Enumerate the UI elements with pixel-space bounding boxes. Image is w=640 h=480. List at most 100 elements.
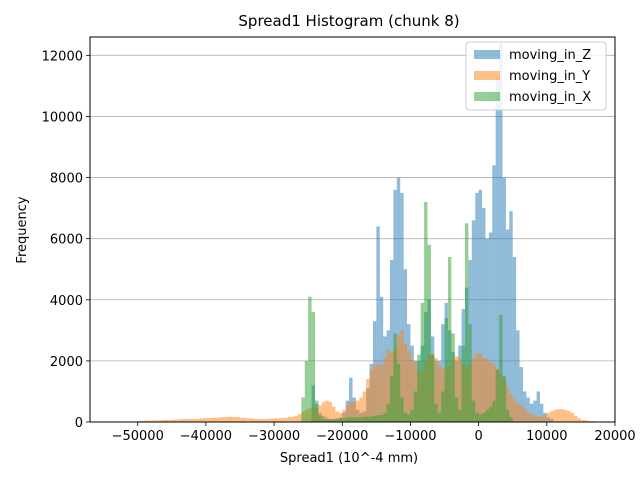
x-tick-label-5: 0 <box>474 429 482 444</box>
bar-moving_in_Y-70 <box>454 356 459 422</box>
bar-moving_in_X-44 <box>451 333 455 422</box>
legend: moving_in_Z moving_in_Y moving_in_X <box>465 41 607 111</box>
bar-moving_in_X-50 <box>471 400 476 422</box>
bar-moving_in_X-27 <box>393 333 397 422</box>
series-moving_in_X <box>301 202 513 422</box>
bar-moving_in_X-59 <box>502 376 506 422</box>
bar-moving_in_X-55 <box>488 406 493 422</box>
y-tick-label-4: 8000 <box>50 172 83 187</box>
bar-moving_in_X-54 <box>485 409 489 422</box>
bar-moving_in_Y-38 <box>345 405 350 422</box>
bar-moving_in_Y-98 <box>550 411 554 422</box>
bar-moving_in_Y-5 <box>171 419 179 422</box>
bar-moving_in_Y-32 <box>325 400 329 422</box>
bar-moving_in_X-43 <box>447 257 452 422</box>
bar-moving_in_X-25 <box>386 403 390 422</box>
bar-moving_in_Y-54 <box>400 330 404 422</box>
bar-moving_in_Z-20 <box>379 296 384 422</box>
bar-moving_in_Z-55 <box>499 43 503 422</box>
legend-label-moving_in_Y: moving_in_Y <box>509 69 590 84</box>
bar-moving_in_X-21 <box>372 415 377 422</box>
histogram-bars <box>137 43 595 423</box>
bar-moving_in_X-28 <box>396 363 401 422</box>
bar-moving_in_Y-17 <box>253 418 261 422</box>
bar-moving_in_Z-66 <box>536 391 540 422</box>
bar-moving_in_Z-50 <box>482 208 486 422</box>
bar-moving_in_X-7 <box>325 419 329 422</box>
bar-moving_in_Y-9 <box>199 418 206 422</box>
bar-moving_in_X-10 <box>335 418 339 422</box>
bar-moving_in_Y-71 <box>458 357 462 422</box>
bar-moving_in_Y-2 <box>151 420 159 422</box>
bar-moving_in_X-19 <box>366 416 370 422</box>
y-tick-label-3: 6000 <box>50 233 83 248</box>
bar-moving_in_Y-91 <box>526 411 530 422</box>
bar-moving_in_Z-64 <box>529 403 534 422</box>
bar-moving_in_Y-107 <box>580 420 588 422</box>
bar-moving_in_Z-24 <box>393 189 397 422</box>
bar-moving_in_Y-7 <box>185 418 193 422</box>
bar-moving_in_Y-10 <box>205 418 213 422</box>
bar-moving_in_Y-90 <box>522 409 527 422</box>
bar-moving_in_X-16 <box>355 417 360 422</box>
bar-moving_in_Y-43 <box>362 391 367 422</box>
bar-moving_in_X-11 <box>338 418 343 422</box>
bar-moving_in_Y-65 <box>437 365 442 422</box>
bar-moving_in_Y-97 <box>546 412 551 422</box>
bar-moving_in_X-52 <box>478 414 483 422</box>
bar-moving_in_Y-11 <box>212 417 220 422</box>
bar-moving_in_X-56 <box>492 400 496 422</box>
bar-moving_in_Z-67 <box>540 403 544 422</box>
bar-moving_in_Y-24 <box>297 414 302 422</box>
bar-moving_in_X-24 <box>383 412 387 422</box>
bar-moving_in_Y-46 <box>372 365 377 422</box>
bar-moving_in_Y-19 <box>267 418 275 422</box>
y-gridlines <box>90 54 615 423</box>
bar-moving_in_X-35 <box>420 302 425 422</box>
bar-moving_in_X-53 <box>482 412 486 422</box>
bar-moving_in_Y-40 <box>352 402 356 422</box>
bar-moving_in_Y-87 <box>512 399 517 422</box>
bar-moving_in_Z-60 <box>516 330 520 422</box>
bar-moving_in_Y-14 <box>233 417 240 422</box>
bar-moving_in_X-38 <box>430 354 435 422</box>
x-tick-label-3: −20000 <box>316 429 368 444</box>
bar-moving_in_Z-65 <box>533 400 537 422</box>
bar-moving_in_Y-23 <box>294 415 298 422</box>
bar-moving_in_X-0 <box>301 397 305 422</box>
bar-moving_in_X-15 <box>352 417 356 422</box>
bar-moving_in_X-48 <box>465 223 469 422</box>
bar-moving_in_Z-26 <box>400 192 404 422</box>
bar-moving_in_Z-48 <box>475 192 479 422</box>
bar-moving_in_Y-35 <box>335 411 339 422</box>
bar-moving_in_Y-44 <box>366 379 370 422</box>
x-tick-label-2: −30000 <box>248 429 300 444</box>
bar-moving_in_X-12 <box>342 418 346 422</box>
bar-moving_in_X-4 <box>315 400 319 422</box>
bar-moving_in_Y-95 <box>540 416 544 422</box>
bar-moving_in_Y-77 <box>478 353 483 422</box>
bar-moving_in_Y-6 <box>178 419 186 422</box>
bar-moving_in_Z-62 <box>522 391 527 422</box>
bar-moving_in_Z-19 <box>376 226 380 422</box>
bar-moving_in_Y-1 <box>144 420 152 422</box>
bar-moving_in_Y-39 <box>349 402 353 422</box>
bar-moving_in_Y-103 <box>567 411 571 422</box>
bar-moving_in_X-13 <box>345 417 350 422</box>
bar-moving_in_X-1 <box>304 360 309 422</box>
bar-moving_in_X-57 <box>495 370 500 422</box>
bar-moving_in_Z-58 <box>509 211 513 422</box>
bar-moving_in_Y-30 <box>318 405 322 422</box>
bar-moving_in_Y-102 <box>563 409 568 422</box>
bar-moving_in_X-49 <box>468 324 472 422</box>
bar-moving_in_X-2 <box>308 296 312 422</box>
bar-moving_in_Y-47 <box>376 363 380 422</box>
bar-moving_in_Z-56 <box>502 177 506 422</box>
bar-moving_in_X-39 <box>434 403 438 422</box>
bar-moving_in_Y-49 <box>383 357 387 422</box>
x-axis-label: Spread1 (10^-4 mm) <box>280 451 418 466</box>
bar-moving_in_Z-59 <box>512 257 517 422</box>
bar-moving_in_Z-23 <box>390 260 394 422</box>
bar-moving_in_X-36 <box>424 202 428 422</box>
